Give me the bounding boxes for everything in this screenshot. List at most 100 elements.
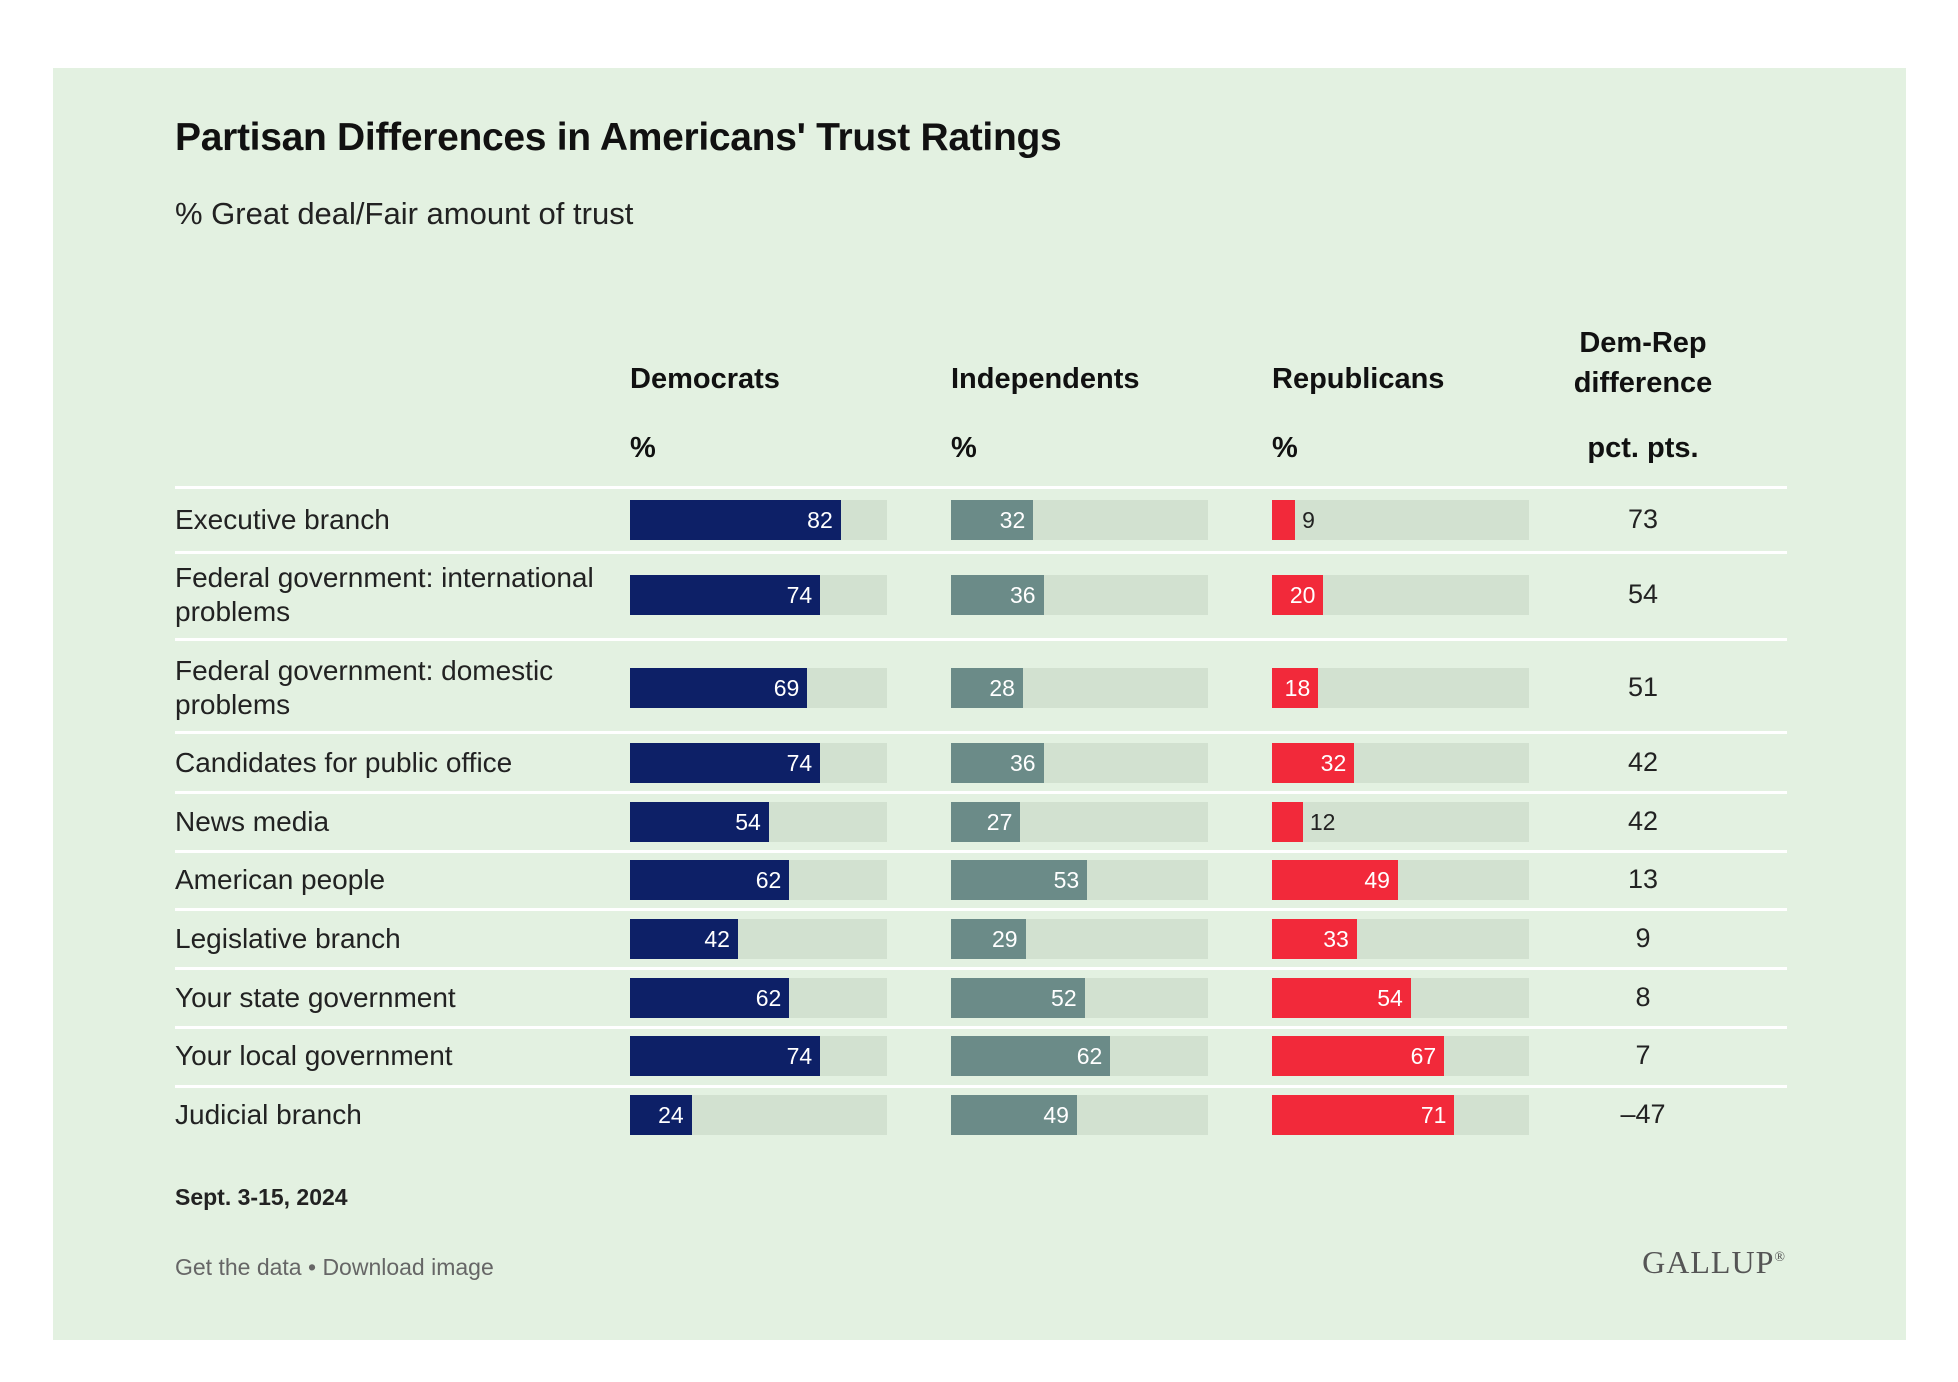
bar-dem bbox=[630, 575, 821, 615]
column-header-republicans: Republicans bbox=[1272, 363, 1445, 395]
row-label: Federal government: international proble… bbox=[175, 562, 594, 627]
data-label-dem: 69 bbox=[773, 675, 800, 701]
data-label-rep: 71 bbox=[1420, 1102, 1447, 1128]
data-label-dem: 24 bbox=[658, 1102, 684, 1128]
row-separator bbox=[175, 1026, 1787, 1029]
data-label-ind: 29 bbox=[991, 926, 1018, 952]
data-label-rep: 12 bbox=[1309, 809, 1336, 835]
bar-track-dem: 74 bbox=[630, 575, 887, 615]
bar-rep bbox=[1272, 500, 1296, 540]
row-label: News media bbox=[175, 806, 330, 837]
bar-track-ind: 32 bbox=[951, 500, 1208, 540]
bar-track-ind: 49 bbox=[951, 1095, 1208, 1135]
chart-title: Partisan Differences in Americans' Trust… bbox=[175, 116, 1062, 159]
data-label-ind: 27 bbox=[986, 809, 1013, 835]
bar-rep bbox=[1272, 1095, 1455, 1135]
chart-subtitle: % Great deal/Fair amount of trust bbox=[175, 196, 634, 231]
row-label: Your local government bbox=[175, 1040, 453, 1071]
data-label-ind: 28 bbox=[989, 675, 1015, 701]
bar-track-rep: 12 bbox=[1272, 802, 1529, 842]
difference-header-line2: difference bbox=[1573, 367, 1713, 399]
data-label-ind: 32 bbox=[999, 507, 1026, 533]
difference-value: 8 bbox=[1635, 982, 1651, 1012]
bar-ind bbox=[951, 575, 1044, 615]
get-data-link[interactable]: Get the data bbox=[175, 1254, 302, 1280]
bar-ind bbox=[951, 743, 1044, 783]
data-label-dem: 74 bbox=[786, 750, 813, 776]
chart-panel: Partisan Differences in Americans' Trust… bbox=[53, 68, 1906, 1340]
bar-ind bbox=[951, 500, 1034, 540]
data-label-dem: 62 bbox=[755, 985, 782, 1011]
bar-track-ind: 29 bbox=[951, 919, 1208, 959]
bar-track-dem: 62 bbox=[630, 860, 887, 900]
bar-track-rep: 49 bbox=[1272, 860, 1529, 900]
difference-value: 7 bbox=[1635, 1040, 1651, 1070]
data-label-dem: 62 bbox=[755, 867, 782, 893]
row-label: Candidates for public office bbox=[175, 747, 513, 778]
row-separator bbox=[175, 638, 1787, 641]
bar-track-dem: 62 bbox=[630, 978, 887, 1018]
bar-track-rep: 18 bbox=[1272, 668, 1529, 708]
data-label-ind: 36 bbox=[1009, 582, 1036, 608]
data-label-rep: 67 bbox=[1410, 1043, 1437, 1069]
bar-dem bbox=[630, 1095, 692, 1135]
row-label: Judicial branch bbox=[175, 1099, 362, 1130]
row-separator bbox=[175, 967, 1787, 970]
row-label: Legislative branch bbox=[175, 923, 401, 954]
bar-rep bbox=[1272, 860, 1398, 900]
bar-rep bbox=[1272, 575, 1324, 615]
bar-track-ind: 36 bbox=[951, 575, 1208, 615]
column-header-independents: Independents bbox=[951, 363, 1140, 395]
bar-dem bbox=[630, 500, 841, 540]
column-header-difference: Dem-Rep difference bbox=[1528, 323, 1758, 403]
difference-value: 73 bbox=[1627, 504, 1659, 534]
bar-ind bbox=[951, 802, 1021, 842]
bar-ind bbox=[951, 978, 1085, 1018]
difference-value: 9 bbox=[1635, 923, 1651, 953]
bar-track-dem: 74 bbox=[630, 1036, 887, 1076]
bar-dem bbox=[630, 668, 808, 708]
bar-track-ind: 52 bbox=[951, 978, 1208, 1018]
bar-ind bbox=[951, 1036, 1111, 1076]
bar-track-rep: 9 bbox=[1272, 500, 1529, 540]
bar-rep bbox=[1272, 743, 1355, 783]
row-separator bbox=[175, 731, 1787, 734]
data-label-rep: 32 bbox=[1320, 750, 1347, 776]
row-separator bbox=[175, 1085, 1787, 1088]
difference-header-line1: Dem-Rep bbox=[1579, 327, 1707, 359]
row-separator bbox=[175, 850, 1787, 853]
row-separator bbox=[175, 908, 1787, 911]
bar-track-rep: 32 bbox=[1272, 743, 1529, 783]
bar-track-dem: 74 bbox=[630, 743, 887, 783]
bar-rep bbox=[1272, 919, 1357, 959]
bar-track-ind: 36 bbox=[951, 743, 1208, 783]
data-label-rep: 18 bbox=[1284, 675, 1311, 701]
data-label-ind: 62 bbox=[1076, 1043, 1103, 1069]
unit-democrats: % bbox=[630, 432, 656, 464]
difference-value: 13 bbox=[1627, 864, 1659, 894]
bar-dem bbox=[630, 978, 790, 1018]
bar-ind bbox=[951, 668, 1023, 708]
footer-links: Get the data • Download image bbox=[175, 1254, 494, 1281]
bar-track-rep: 71 bbox=[1272, 1095, 1529, 1135]
row-label: American people bbox=[175, 864, 386, 895]
row-separator bbox=[175, 791, 1787, 794]
column-header-democrats: Democrats bbox=[630, 363, 780, 395]
bar-track-ind: 27 bbox=[951, 802, 1208, 842]
data-label-ind: 53 bbox=[1053, 867, 1080, 893]
data-label-dem: 74 bbox=[786, 582, 813, 608]
bar-rep bbox=[1272, 802, 1303, 842]
bar-track-rep: 20 bbox=[1272, 575, 1529, 615]
row-label: Your state government bbox=[175, 982, 456, 1013]
bar-track-dem: 42 bbox=[630, 919, 887, 959]
download-image-link[interactable]: Download image bbox=[322, 1254, 494, 1280]
difference-value: 42 bbox=[1627, 747, 1659, 777]
bar-dem bbox=[630, 1036, 821, 1076]
data-label-rep: 33 bbox=[1323, 926, 1349, 952]
data-label-rep: 49 bbox=[1364, 867, 1390, 893]
bar-ind bbox=[951, 860, 1088, 900]
bar-dem bbox=[630, 743, 821, 783]
row-label: Executive branch bbox=[175, 504, 390, 535]
bar-rep bbox=[1272, 978, 1411, 1018]
data-label-rep: 54 bbox=[1377, 985, 1403, 1011]
